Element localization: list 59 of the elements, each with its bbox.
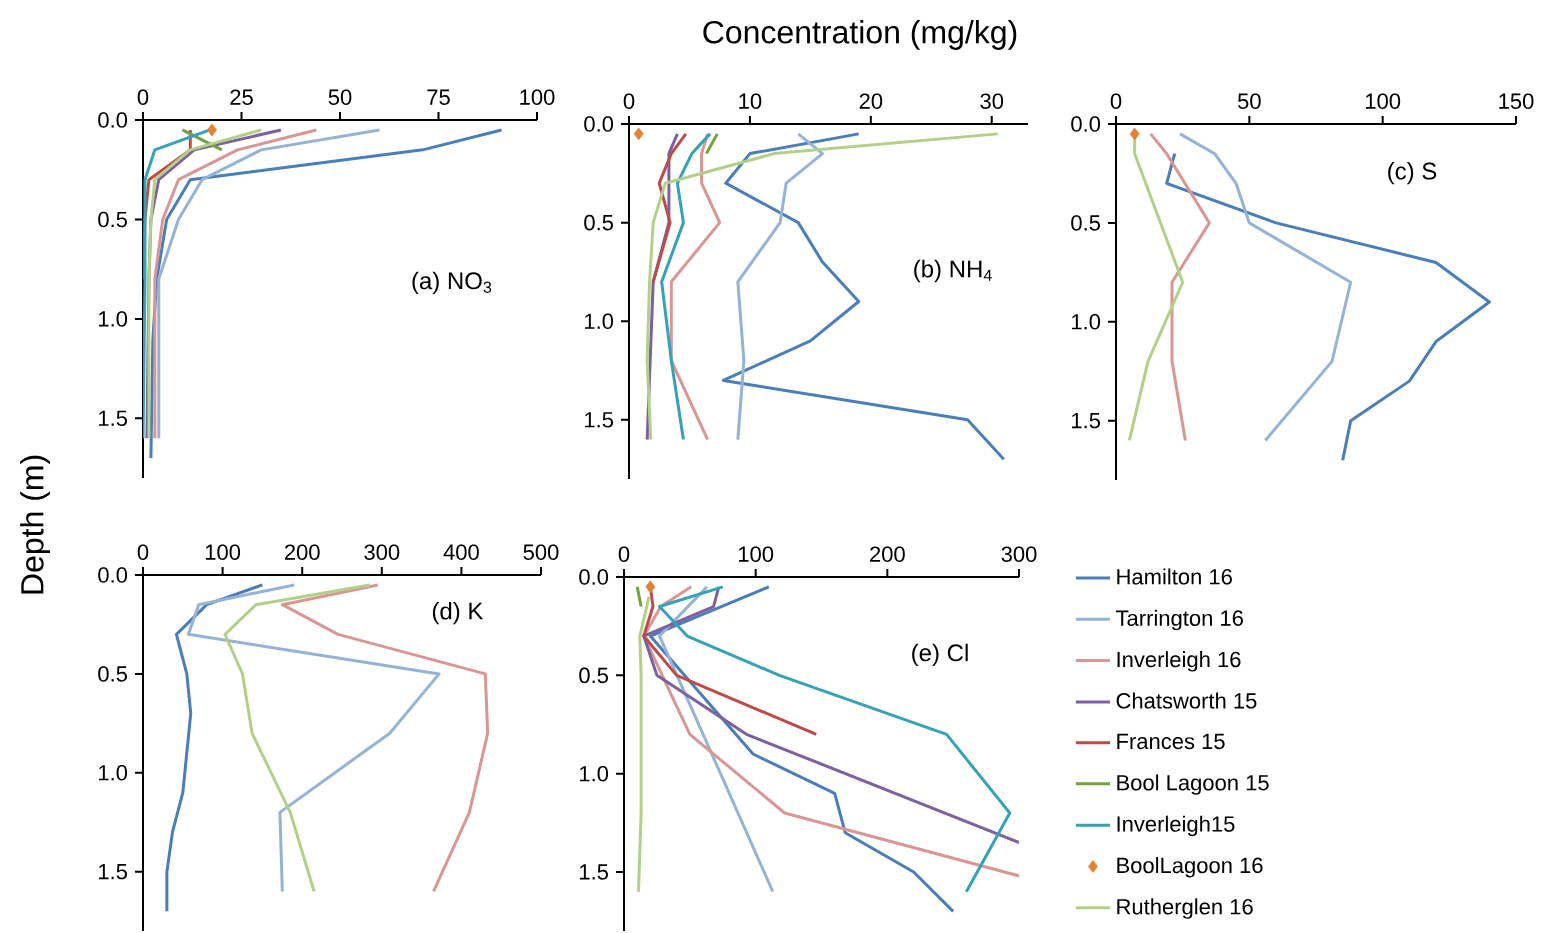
y-tick-label: 1.0 — [99, 311, 128, 327]
x-tick-label: 20 — [859, 93, 883, 109]
x-tick-label: 0 — [137, 89, 149, 105]
chart-title: Concentration (mg/kg) — [703, 20, 1017, 50]
annotation: (e) Cl — [912, 643, 968, 667]
y-tick-label: 1.5 — [99, 864, 127, 880]
legend-label: Bool Lagoon 15 — [1117, 774, 1269, 795]
x-tick-label: 10 — [739, 93, 762, 109]
annotation: (d) K — [432, 601, 484, 625]
x-tick-label: 100 — [1365, 93, 1401, 109]
y-tick-label: 1.0 — [585, 313, 614, 330]
legend-label: Rutherglen 16 — [1117, 898, 1253, 919]
y-tick-label: 1.0 — [580, 765, 609, 782]
y-tick-label: 0.0 — [98, 112, 128, 128]
x-tick-label: 500 — [523, 544, 559, 560]
x-tick-label: 0 — [618, 546, 630, 562]
annotation: (c) S — [1388, 161, 1437, 185]
y-tick-label: 0.5 — [98, 211, 127, 228]
y-tick-label: 1.0 — [99, 765, 128, 781]
y-tick-label: 0.5 — [584, 214, 613, 231]
x-tick-label: 0 — [1110, 93, 1122, 109]
x-tick-label: 30 — [980, 93, 1004, 109]
y-tick-label: 1.0 — [1072, 314, 1101, 330]
x-tick-label: 50 — [328, 89, 352, 105]
y-tick-label: 1.5 — [585, 412, 613, 428]
y-tick-label: 0.0 — [579, 569, 609, 585]
y-tick-label: 1.5 — [580, 864, 608, 880]
x-tick-label: 300 — [364, 544, 400, 560]
x-tick-label: 200 — [870, 546, 905, 562]
x-tick-label: 200 — [284, 544, 320, 560]
x-tick-label: 150 — [1499, 93, 1534, 109]
y-axis-title: Depth (m) — [20, 455, 50, 594]
legend-label: Inverleigh15 — [1117, 815, 1235, 837]
y-tick-label: 0.5 — [1071, 215, 1100, 231]
legend-label: Tarrington 16 — [1116, 609, 1243, 631]
legend-label: Hamilton 16 — [1117, 568, 1232, 585]
annotation: (b) NH$_{4}$ — [914, 259, 992, 283]
legend-label: Inverleigh 16 — [1117, 651, 1241, 672]
legend-label: Chatsworth 15 — [1116, 692, 1257, 709]
y-tick-label: 0.0 — [584, 116, 614, 132]
x-tick-label: 50 — [1237, 93, 1261, 109]
x-tick-label: 100 — [738, 546, 774, 562]
x-tick-label: 100 — [205, 544, 241, 560]
x-tick-label: 100 — [520, 89, 555, 105]
annotation: (a) NO$_{3}$ — [412, 271, 492, 295]
x-tick-label: 0 — [137, 544, 149, 560]
x-tick-label: 400 — [443, 544, 479, 560]
y-tick-label: 1.5 — [99, 410, 127, 427]
x-tick-label: 300 — [1001, 546, 1037, 562]
y-tick-label: 0.0 — [1071, 116, 1101, 132]
y-tick-label: 0.0 — [98, 567, 128, 583]
x-tick-label: 25 — [230, 89, 253, 105]
y-tick-label: 0.5 — [98, 666, 127, 682]
y-tick-label: 0.5 — [579, 667, 608, 684]
x-tick-label: 0 — [623, 93, 635, 109]
legend-label: Frances 15 — [1117, 733, 1225, 750]
x-tick-label: 75 — [427, 89, 450, 105]
y-tick-label: 1.5 — [1072, 413, 1100, 429]
legend-label: BoolLagoon 16 — [1117, 857, 1263, 878]
